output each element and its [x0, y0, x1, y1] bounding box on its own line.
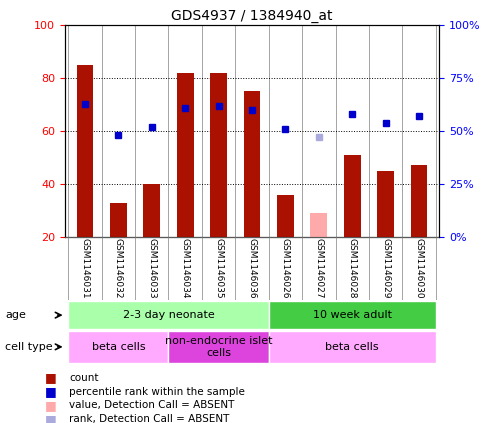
Text: GSM1146029: GSM1146029: [381, 238, 390, 299]
Bar: [244, 91, 260, 237]
Text: value, Detection Call = ABSENT: value, Detection Call = ABSENT: [69, 401, 235, 410]
Text: ■: ■: [44, 371, 56, 385]
Text: beta cells: beta cells: [91, 342, 145, 352]
Bar: [68, 301, 268, 330]
Text: GSM1146028: GSM1146028: [348, 238, 357, 299]
Text: 2-3 day neonate: 2-3 day neonate: [123, 310, 215, 320]
Bar: [177, 73, 194, 237]
Bar: [277, 195, 294, 237]
Bar: [210, 73, 227, 237]
Bar: [310, 213, 327, 237]
Text: GSM1146036: GSM1146036: [248, 238, 256, 299]
Bar: [76, 65, 93, 237]
Text: ■: ■: [44, 413, 56, 423]
Bar: [143, 184, 160, 237]
Text: GSM1146033: GSM1146033: [147, 238, 156, 299]
Text: cell type: cell type: [5, 342, 52, 352]
Bar: [68, 331, 169, 363]
Bar: [411, 165, 428, 237]
Text: 10 week adult: 10 week adult: [313, 310, 392, 320]
Title: GDS4937 / 1384940_at: GDS4937 / 1384940_at: [171, 9, 333, 23]
Text: GSM1146026: GSM1146026: [281, 238, 290, 299]
Text: age: age: [5, 310, 26, 320]
Bar: [268, 301, 436, 330]
Text: count: count: [69, 373, 99, 383]
Bar: [377, 171, 394, 237]
Text: GSM1146031: GSM1146031: [80, 238, 89, 299]
Bar: [169, 331, 268, 363]
Bar: [268, 331, 436, 363]
Text: GSM1146030: GSM1146030: [415, 238, 424, 299]
Text: non-endocrine islet
cells: non-endocrine islet cells: [165, 336, 272, 358]
Text: beta cells: beta cells: [325, 342, 379, 352]
Text: GSM1146032: GSM1146032: [114, 238, 123, 299]
Text: rank, Detection Call = ABSENT: rank, Detection Call = ABSENT: [69, 414, 230, 423]
Bar: [110, 203, 127, 237]
Text: ■: ■: [44, 385, 56, 398]
Text: GSM1146035: GSM1146035: [214, 238, 223, 299]
Text: GSM1146027: GSM1146027: [314, 238, 323, 299]
Text: ■: ■: [44, 399, 56, 412]
Text: percentile rank within the sample: percentile rank within the sample: [69, 387, 245, 397]
Bar: [344, 155, 361, 237]
Text: GSM1146034: GSM1146034: [181, 238, 190, 299]
